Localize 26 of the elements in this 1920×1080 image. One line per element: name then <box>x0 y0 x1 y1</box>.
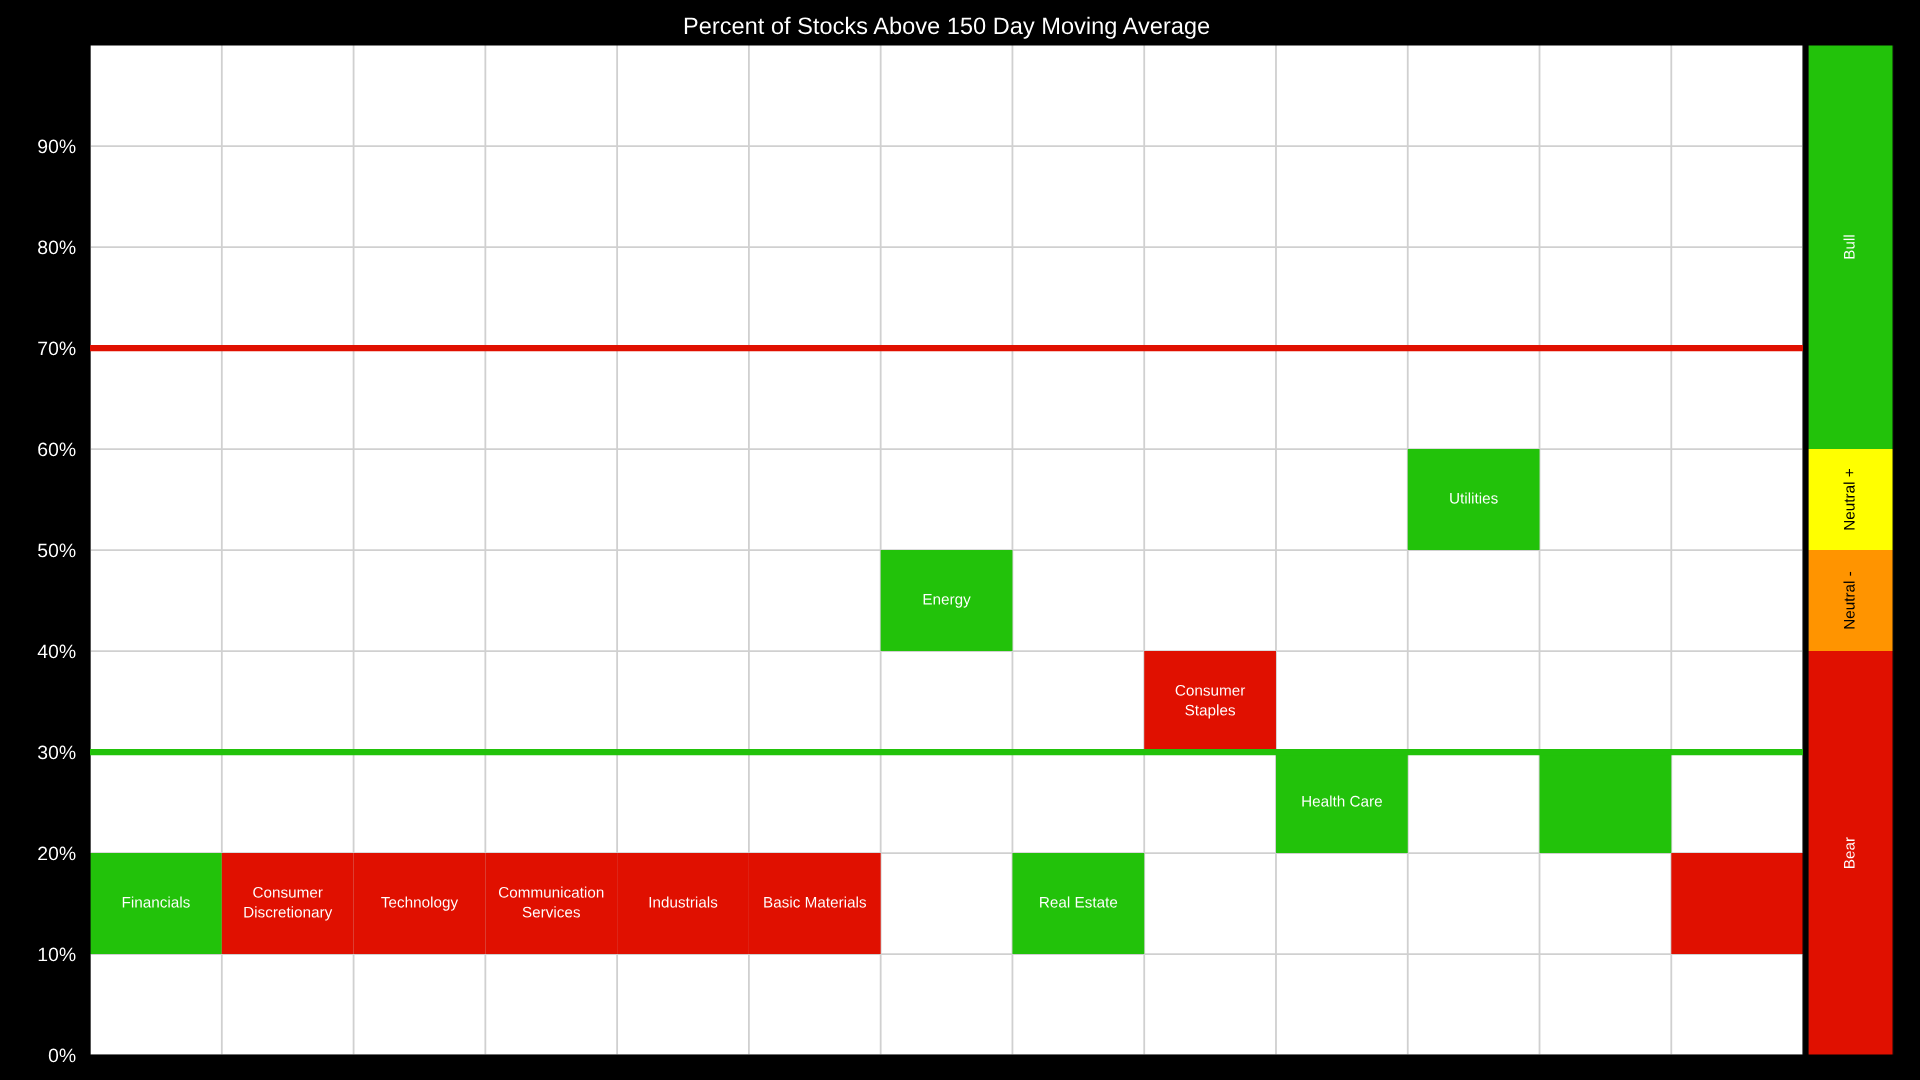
category-label: Health Care <box>1302 795 1382 807</box>
series-label: Neutral + <box>1843 469 1855 530</box>
category-label: Real Estate <box>1040 896 1118 908</box>
category-label: Consumer Discretionary <box>244 886 333 921</box>
series-label: Bull <box>1843 235 1855 259</box>
y-tick-label: 80% <box>38 240 76 255</box>
y-tick-label: 60% <box>38 442 76 457</box>
category-label: Basic Materials <box>764 896 867 908</box>
category-label: Energy <box>923 593 971 608</box>
series-label: Bear <box>1844 837 1855 868</box>
y-tick-label: 10% <box>38 947 76 962</box>
y-tick-label: 70% <box>38 341 76 356</box>
category-label: Utilities <box>1450 492 1498 504</box>
y-tick-label: 0% <box>48 1048 76 1063</box>
y-tick-label: 40% <box>37 644 76 659</box>
series-label: Neutral - <box>1843 571 1855 629</box>
y-tick-label: 20% <box>38 846 76 861</box>
chart-title: Percent of Stocks Above 150 Day Moving Average <box>684 16 1210 39</box>
category-label: Technology <box>381 896 459 911</box>
category-label: Consumer Staples <box>1175 684 1246 719</box>
y-tick-label: 50% <box>38 543 76 558</box>
y-tick-label: 90% <box>38 139 76 154</box>
category-label: Communication Services <box>498 886 604 918</box>
category-label: Industrials <box>649 896 718 908</box>
y-tick-label: 30% <box>37 745 76 760</box>
category-label: Financials <box>122 896 190 908</box>
